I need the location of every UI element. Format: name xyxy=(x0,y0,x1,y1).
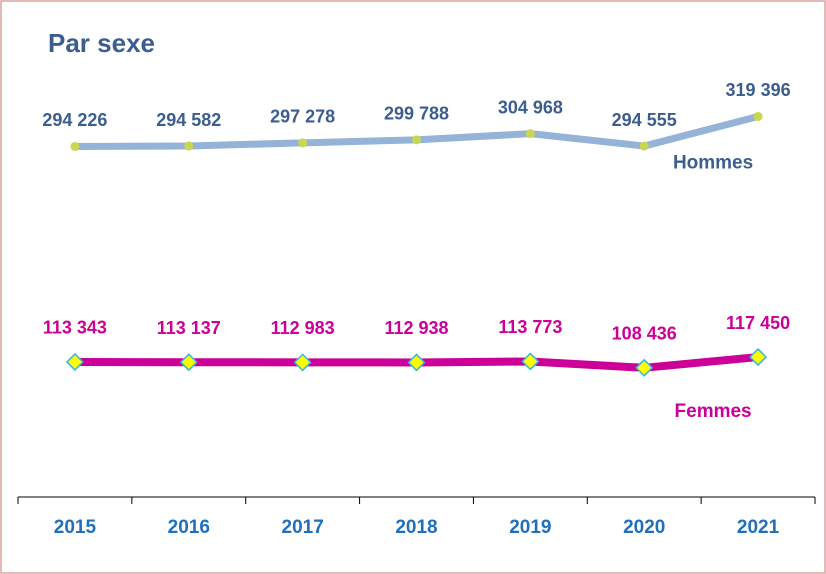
marker xyxy=(753,111,763,121)
marker xyxy=(407,353,426,372)
marker xyxy=(412,135,421,145)
x-tick-label: 2016 xyxy=(168,517,210,538)
marker xyxy=(65,352,84,372)
marker xyxy=(749,348,768,367)
data-label: 112 938 xyxy=(384,318,448,338)
data-label: 113 137 xyxy=(157,318,221,338)
data-label: 294 555 xyxy=(612,110,677,130)
marker xyxy=(179,353,198,372)
data-label: 113 343 xyxy=(43,318,107,338)
data-label: 304 968 xyxy=(498,97,563,117)
marker xyxy=(298,138,308,148)
x-tick-label: 2019 xyxy=(509,517,551,538)
series-label: Femmes xyxy=(675,401,752,422)
x-tick-label: 2015 xyxy=(54,517,97,538)
series-label: Hommes xyxy=(673,152,753,173)
chart-title: Par sexe xyxy=(48,28,155,58)
data-label: 112 983 xyxy=(271,318,335,338)
data-label: 294 582 xyxy=(156,110,221,130)
x-tick-label: 2017 xyxy=(282,517,324,538)
marker xyxy=(635,358,654,377)
data-label: 117 450 xyxy=(726,313,790,333)
x-tick-label: 2020 xyxy=(623,517,665,538)
marker xyxy=(70,141,80,151)
data-label: 319 396 xyxy=(726,80,791,100)
marker xyxy=(521,352,540,371)
x-tick-label: 2018 xyxy=(395,517,437,538)
marker xyxy=(639,141,649,151)
data-label: 108 436 xyxy=(612,324,677,344)
data-label: 113 773 xyxy=(498,317,562,337)
marker xyxy=(293,353,312,372)
x-tick-label: 2021 xyxy=(737,517,780,538)
data-label: 297 278 xyxy=(270,107,335,127)
marker xyxy=(184,141,194,151)
data-label: 294 226 xyxy=(42,110,107,130)
data-label: 299 788 xyxy=(384,104,449,124)
marker xyxy=(525,129,535,139)
